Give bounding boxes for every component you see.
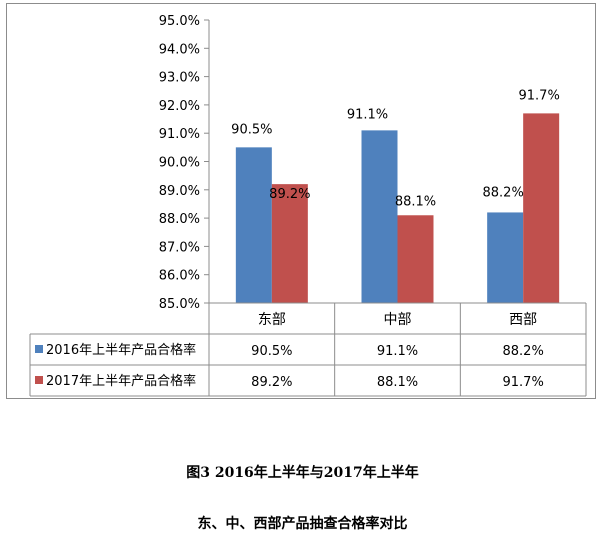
y-tick-label: 92.0% <box>159 99 200 114</box>
bar-chart: 85.0% 86.0% 87.0% 88.0% 89.0% 90.0% 91.0% 92.0%… <box>29 14 587 397</box>
data-label: 90.5% <box>231 122 272 137</box>
chart-frame <box>6 3 596 399</box>
category-label: 西部 <box>509 312 537 328</box>
bar-2016-0 <box>235 147 272 303</box>
bars <box>235 113 560 303</box>
data-label: 91.7% <box>519 88 560 103</box>
legend-swatch <box>35 376 43 384</box>
y-tick-label: 89.0% <box>159 184 200 199</box>
table-cell: 89.2% <box>251 375 292 390</box>
table-cell: 88.2% <box>503 344 544 359</box>
y-tick-label: 91.0% <box>159 127 200 142</box>
data-label: 89.2% <box>269 187 310 202</box>
y-tick-label: 87.0% <box>159 240 200 255</box>
y-tick-label: 85.0% <box>159 297 200 312</box>
table-cell: 90.5% <box>251 344 292 359</box>
data-label: 88.2% <box>483 185 524 200</box>
y-tick-label: 94.0% <box>159 42 200 57</box>
legend-label: 2017年上半年产品合格率 <box>46 373 196 389</box>
category-label: 中部 <box>384 312 412 328</box>
bar-2017-0 <box>271 184 308 303</box>
figure-caption-line-1: 图3 2016年上半年与2017年上半年 <box>186 465 419 481</box>
bar-2016-1 <box>361 130 398 303</box>
data-table: 东部 中部 西部 2016年上半年产品合格率 90.5% 91.1% 88.2% 2017年上… <box>29 302 587 397</box>
y-tick-label: 95.0% <box>159 14 200 29</box>
bar-2016-2 <box>487 212 524 303</box>
table-cell: 88.1% <box>377 375 418 390</box>
data-label: 88.1% <box>395 194 436 209</box>
y-tick-label: 90.0% <box>159 156 200 171</box>
legend-swatch <box>35 345 43 353</box>
bar-2017-2 <box>523 113 560 303</box>
y-tick-label: 86.0% <box>159 269 200 284</box>
table-cell: 91.1% <box>377 344 418 359</box>
y-tick-label: 93.0% <box>159 71 200 86</box>
data-label: 91.1% <box>347 107 388 122</box>
table-cell: 91.7% <box>503 375 544 390</box>
category-label: 东部 <box>258 312 286 328</box>
legend-label: 2016年上半年产品合格率 <box>46 342 196 358</box>
y-tick-label: 88.0% <box>159 212 200 227</box>
y-axis: 85.0% 86.0% 87.0% 88.0% 89.0% 90.0% 91.0% 92.0%… <box>159 14 210 312</box>
figure-caption-line-2: 东、中、西部产品抽查合格率对比 <box>197 516 408 532</box>
bar-2017-1 <box>397 215 434 303</box>
data-labels: 90.5% 91.1% 88.2% 89.2% 88.1% 91.7% <box>231 88 560 209</box>
